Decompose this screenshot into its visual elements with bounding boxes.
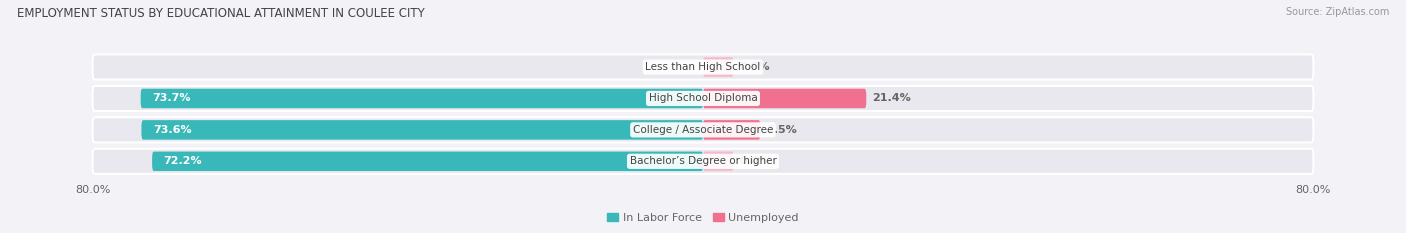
Text: 72.2%: 72.2% (163, 156, 202, 166)
Text: 7.5%: 7.5% (766, 125, 797, 135)
FancyBboxPatch shape (93, 117, 1313, 142)
FancyBboxPatch shape (152, 152, 703, 171)
FancyBboxPatch shape (93, 86, 1313, 111)
FancyBboxPatch shape (141, 89, 703, 108)
Text: 21.4%: 21.4% (872, 93, 911, 103)
Text: Bachelor’s Degree or higher: Bachelor’s Degree or higher (630, 156, 776, 166)
Text: High School Diploma: High School Diploma (648, 93, 758, 103)
FancyBboxPatch shape (93, 149, 1313, 174)
Text: 0.0%: 0.0% (740, 156, 770, 166)
FancyBboxPatch shape (93, 55, 1313, 80)
FancyBboxPatch shape (703, 120, 761, 140)
FancyBboxPatch shape (703, 152, 734, 171)
Text: Less than High School: Less than High School (645, 62, 761, 72)
Legend: In Labor Force, Unemployed: In Labor Force, Unemployed (603, 209, 803, 228)
Text: 73.7%: 73.7% (152, 93, 191, 103)
FancyBboxPatch shape (703, 57, 734, 77)
FancyBboxPatch shape (703, 89, 866, 108)
Text: College / Associate Degree: College / Associate Degree (633, 125, 773, 135)
Text: EMPLOYMENT STATUS BY EDUCATIONAL ATTAINMENT IN COULEE CITY: EMPLOYMENT STATUS BY EDUCATIONAL ATTAINM… (17, 7, 425, 20)
Text: 0.0%: 0.0% (740, 62, 770, 72)
Text: 73.6%: 73.6% (153, 125, 191, 135)
Text: Source: ZipAtlas.com: Source: ZipAtlas.com (1285, 7, 1389, 17)
FancyBboxPatch shape (142, 120, 703, 140)
